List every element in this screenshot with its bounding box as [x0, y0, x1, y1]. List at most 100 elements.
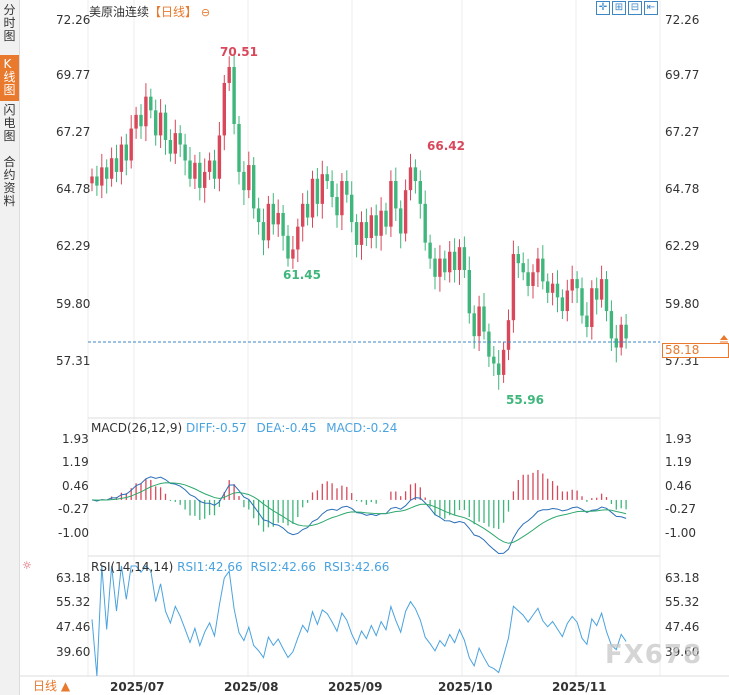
macd-histogram	[96, 470, 627, 532]
candles	[90, 53, 628, 390]
candle-body	[90, 176, 94, 184]
macd-rtick-1: 1.19	[665, 455, 692, 469]
candle-body	[501, 349, 506, 375]
candle-body	[384, 210, 388, 227]
candle-body	[359, 222, 364, 245]
macd-diff: DIFF:-0.57	[185, 421, 247, 435]
candle-body	[462, 247, 467, 270]
rsi-header: RSI(14,14,14) RSI1:42.66 RSI2:42.66 RSI3…	[91, 560, 389, 574]
macd-rtick-3: -0.27	[665, 502, 697, 516]
candle-body	[585, 315, 589, 328]
tab-contract[interactable]: 合约资料	[0, 156, 19, 212]
candle-body	[168, 139, 173, 154]
candle-body	[227, 66, 231, 83]
right-tick-5: 59.80	[665, 297, 700, 311]
zoom-fit-icon[interactable]: ✛	[596, 1, 610, 15]
macd-header: MACD(26,12,9) DIFF:-0.57 DEA:-0.45 MACD:…	[91, 421, 397, 435]
macd-diff-line	[91, 476, 627, 555]
candle-body	[330, 181, 334, 198]
candle-body	[350, 194, 354, 223]
candle-body	[247, 165, 251, 191]
zoom-in-icon[interactable]: ⊞	[612, 1, 626, 15]
candle-body	[428, 242, 432, 259]
candle-body	[492, 356, 496, 364]
candle-body	[105, 167, 109, 179]
candle-body	[315, 178, 320, 204]
candle-body	[364, 222, 369, 239]
candle-body	[276, 212, 280, 225]
candle-body	[423, 203, 427, 243]
rsi-2: RSI2:42.66	[250, 560, 317, 574]
candle-body	[149, 96, 153, 111]
candle-body	[389, 181, 393, 227]
annotation-low1: 61.45	[283, 268, 321, 282]
candle-body	[163, 112, 168, 140]
candle-body	[609, 311, 614, 339]
tab-flash[interactable]: 闪电图	[0, 104, 19, 152]
period-select-button[interactable]: 日线 ▲	[33, 679, 71, 693]
candle-body	[590, 288, 594, 328]
candle-body	[546, 281, 550, 293]
x-label-4: 2025/11	[552, 680, 607, 694]
candle-body	[604, 279, 609, 312]
macd-label: MACD(26,12,9)	[91, 421, 183, 435]
candle-body	[95, 176, 99, 186]
left-tick-1: 69.77	[56, 68, 91, 82]
candle-body	[310, 178, 315, 218]
tab-kline[interactable]: K线图	[0, 55, 19, 101]
candle-body	[619, 324, 623, 348]
right-tick-2: 67.27	[665, 125, 700, 139]
right-tick-3: 64.78	[665, 182, 700, 196]
sun-icon[interactable]: ☼	[22, 559, 32, 572]
candle-body	[448, 251, 452, 273]
macd-dea-line	[91, 482, 627, 544]
price-up-marker	[720, 335, 728, 340]
annotation-high1: 70.51	[220, 45, 258, 59]
macd-value: MACD:-0.24	[326, 421, 398, 435]
candle-body	[232, 66, 236, 125]
x-label-3: 2025/10	[438, 680, 493, 694]
candle-body	[497, 363, 501, 375]
tab-flash-label: 闪电图	[3, 103, 16, 143]
candle-body	[183, 144, 187, 161]
candle-body	[354, 222, 359, 245]
watermark: FX678	[605, 640, 703, 670]
tab-fenshi[interactable]: 分时图	[0, 4, 19, 52]
back-icon[interactable]: ⇤	[644, 1, 658, 15]
rsi-1: RSI1:42.66	[177, 560, 243, 574]
candle-body	[433, 258, 437, 277]
candle-body	[114, 158, 119, 172]
candle-body	[438, 258, 442, 277]
tab-fenshi-label: 分时图	[3, 3, 16, 43]
candle-body	[261, 222, 266, 241]
x-label-0: 2025/07	[110, 680, 165, 694]
x-label-2: 2025/09	[328, 680, 383, 694]
toggle-icon[interactable]: ⊖	[200, 6, 211, 19]
annotation-low2: 55.96	[506, 393, 544, 407]
candle-body	[286, 235, 290, 259]
candle-body	[296, 226, 300, 250]
candle-body	[487, 331, 491, 357]
candle-body	[550, 283, 555, 293]
candle-body	[158, 112, 163, 136]
candle-body	[570, 279, 574, 291]
candle-body	[575, 279, 579, 289]
candle-body	[624, 324, 628, 339]
candle-body	[124, 144, 128, 161]
left-tick-6: 57.31	[56, 354, 91, 368]
candle-body	[541, 258, 545, 282]
candle-body	[212, 160, 217, 179]
candle-body	[252, 165, 256, 209]
candle-body	[325, 174, 329, 182]
candle-body	[506, 320, 511, 350]
macd-dea: DEA:-0.45	[256, 421, 317, 435]
candle-body	[109, 158, 114, 179]
macd-rtick-0: 1.93	[665, 432, 692, 446]
candle-body	[418, 181, 422, 204]
candle-body	[555, 283, 560, 298]
right-tick-1: 69.77	[665, 68, 700, 82]
candle-body	[472, 313, 476, 337]
zoom-out-icon[interactable]: ⊟	[628, 1, 642, 15]
candle-body	[536, 258, 540, 273]
